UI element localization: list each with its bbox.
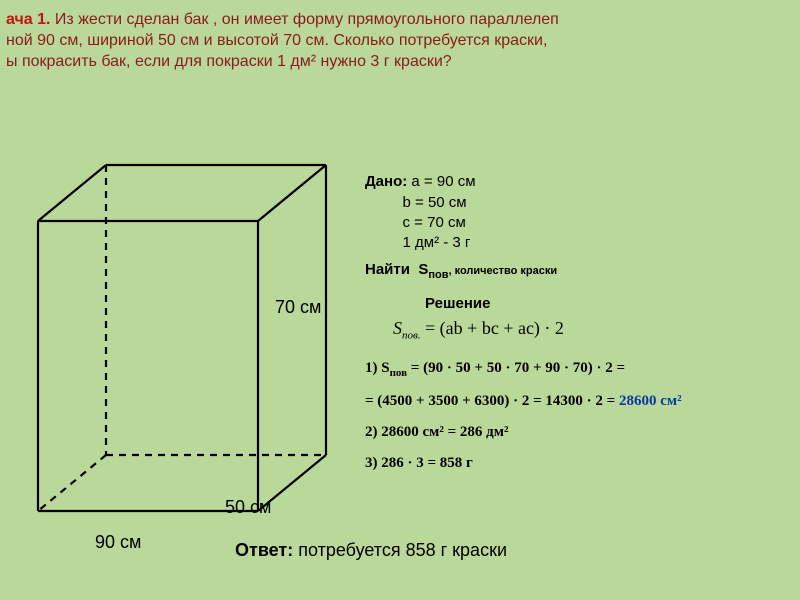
answer-text: потребуется 858 г краски [293, 540, 507, 560]
step1b-result: 28600 см² [619, 393, 682, 409]
formula-rhs: = (ab + bc + ac) · 2 [421, 318, 564, 338]
given-c: c = 70 см [403, 214, 466, 231]
step-1a: 1) Sпов = (90 · 50 + 50 · 70 + 90 · 70) … [365, 358, 785, 381]
cuboid-diagram [30, 157, 330, 542]
step2-text: 2) 28600 см² = 286 дм² [365, 424, 508, 440]
solution-title: Решение [425, 295, 785, 312]
given-label: Дано: [365, 173, 407, 190]
cuboid-svg [30, 157, 330, 537]
answer-label: Ответ: [235, 540, 293, 560]
find-rest: , количество краски [448, 265, 557, 277]
step-1b: = (4500 + 3500 + 6300) · 2 = 14300 · 2 =… [365, 391, 785, 412]
problem-line2: ной 90 см, шириной 50 см и высотой 70 см… [6, 32, 547, 49]
step1b-text: = (4500 + 3500 + 6300) · 2 = 14300 · 2 = [365, 393, 619, 409]
right-column: Дано: a = 90 см b = 50 см c = 70 см 1 дм… [365, 172, 785, 484]
find-symbol-sub: пов [428, 269, 448, 281]
length-label: 90 см [95, 532, 141, 553]
problem-line3: ы покрасить бак, если для покраски 1 дм²… [6, 53, 452, 70]
problem-line1: Из жести сделан бак , он имеет форму пря… [50, 11, 558, 28]
height-label: 70 см [275, 297, 321, 318]
step-2: 2) 28600 см² = 286 дм² [365, 422, 785, 443]
surface-formula: Sпов. = (ab + bc + ac) · 2 [393, 318, 785, 342]
given-rate: 1 дм² - 3 г [403, 234, 471, 251]
problem-statement: ача 1. Из жести сделан бак , он имеет фо… [0, 0, 800, 72]
step-3: 3) 286 · 3 = 858 г [365, 453, 785, 474]
given-block: Дано: a = 90 см b = 50 см c = 70 см 1 дм… [365, 172, 785, 253]
problem-title: ача 1. [6, 11, 50, 28]
step1a-rest: = (90 · 50 + 50 · 70 + 90 · 70) · 2 = [407, 360, 625, 376]
step1a-sub: пов [390, 367, 408, 379]
find-block: Найти Sпов, количество краски [365, 261, 785, 281]
answer-row: Ответ: потребуется 858 г краски [235, 540, 507, 561]
step1a-lead: 1) S [365, 360, 390, 376]
given-a: a = 90 см [411, 173, 475, 190]
width-label: 50 см [225, 497, 271, 518]
formula-sub: пов. [402, 330, 421, 342]
formula-lhs: S [393, 318, 402, 338]
find-symbol: S [418, 261, 428, 278]
step3-text: 3) 286 · 3 = 858 г [365, 455, 473, 471]
find-label: Найти [365, 261, 410, 278]
given-b: b = 50 см [403, 194, 467, 211]
